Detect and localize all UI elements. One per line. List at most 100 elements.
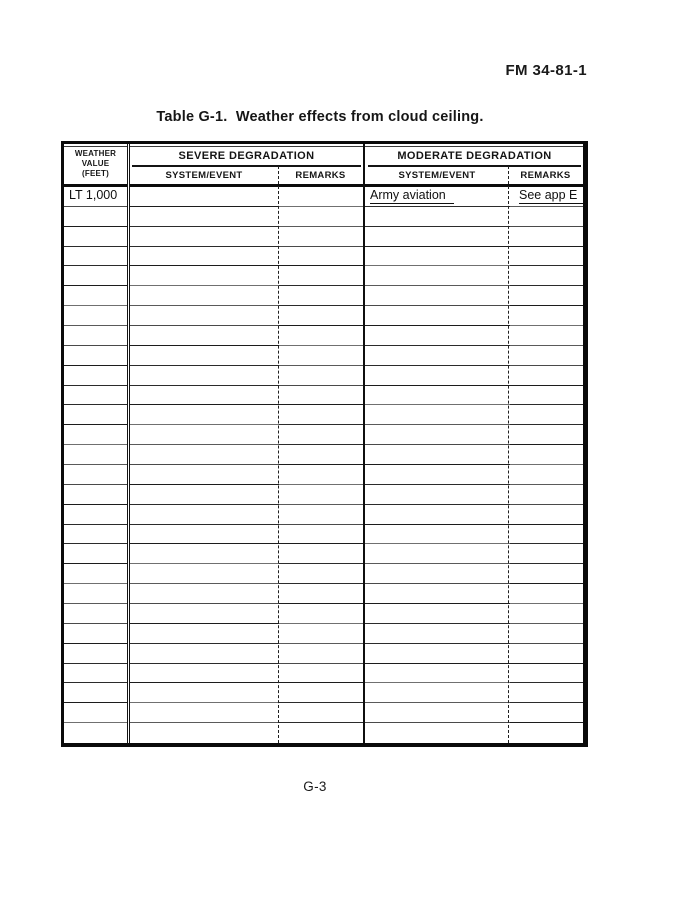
severe-system-event-cell bbox=[129, 584, 279, 605]
severe-remarks-cell bbox=[279, 266, 364, 287]
severe-remarks-cell bbox=[279, 465, 364, 485]
moderate-remarks-cell bbox=[510, 723, 583, 743]
severe-system-event-cell bbox=[129, 386, 279, 406]
severe-remarks-cell bbox=[279, 683, 364, 704]
moderate-remarks-cell bbox=[510, 386, 583, 406]
table-row bbox=[64, 644, 583, 664]
moderate-system-event-cell bbox=[364, 564, 510, 585]
severe-degradation-section-header: SEVERE DEGRADATION SYSTEM/EVENT REMARKS bbox=[130, 144, 363, 184]
severe-remarks-cell bbox=[279, 227, 364, 247]
severe-system-event-cell bbox=[129, 525, 279, 545]
moderate-system-event-cell bbox=[364, 465, 510, 485]
severe-remarks-cell bbox=[279, 247, 364, 267]
moderate-system-event-cell bbox=[364, 346, 510, 366]
weather-value-cell bbox=[64, 624, 129, 644]
table-row bbox=[64, 485, 583, 505]
severe-remarks-cell bbox=[279, 306, 364, 327]
moderate-system-event-header: SYSTEM/EVENT bbox=[398, 170, 476, 181]
weather-value-cell bbox=[64, 703, 129, 724]
severe-system-event-cell bbox=[129, 683, 279, 704]
severe-system-event-cell bbox=[129, 247, 279, 267]
moderate-system-event-cell-text: Army aviation bbox=[370, 188, 454, 204]
severe-remarks-dashed-divider bbox=[278, 166, 279, 743]
table-row bbox=[64, 326, 583, 346]
severe-system-event-cell bbox=[129, 624, 279, 644]
weather-value-cell bbox=[64, 505, 129, 525]
table-inner-top-line bbox=[64, 146, 583, 147]
severe-remarks-cell bbox=[279, 644, 364, 664]
table-row bbox=[64, 405, 583, 426]
severe-remarks-cell bbox=[279, 425, 364, 446]
severe-remarks-cell bbox=[279, 485, 364, 505]
table-title: Table G-1. Weather effects from cloud ce… bbox=[156, 109, 484, 125]
moderate-system-event-cell bbox=[364, 703, 510, 724]
moderate-system-event-cell bbox=[364, 505, 510, 525]
moderate-system-event-cell bbox=[364, 326, 510, 346]
moderate-system-event-cell bbox=[364, 683, 510, 704]
moderate-degradation-section-header: MODERATE DEGRADATION SYSTEM/EVENT REMARK… bbox=[366, 144, 583, 184]
weather-value-cell: LT 1,000 bbox=[64, 187, 129, 207]
severe-system-event-cell bbox=[129, 346, 279, 366]
moderate-remarks-cell bbox=[510, 644, 583, 664]
table-row bbox=[64, 346, 583, 366]
weather-value-cell bbox=[64, 584, 129, 605]
severe-remarks-cell bbox=[279, 366, 364, 386]
table-row bbox=[64, 703, 583, 724]
weather-value-cell bbox=[64, 465, 129, 485]
moderate-remarks-cell bbox=[510, 703, 583, 724]
moderate-system-event-cell bbox=[364, 584, 510, 605]
severe-system-event-cell bbox=[129, 544, 279, 565]
severe-degradation-label: SEVERE DEGRADATION bbox=[132, 144, 361, 167]
weather-value-cell bbox=[64, 266, 129, 287]
table-row bbox=[64, 564, 583, 585]
moderate-remarks-cell bbox=[510, 207, 583, 227]
moderate-remarks-cell bbox=[510, 286, 583, 307]
severe-remarks-cell bbox=[279, 326, 364, 346]
table-row bbox=[64, 604, 583, 624]
severe-remarks-cell bbox=[279, 207, 364, 227]
moderate-remarks-cell bbox=[510, 326, 583, 346]
moderate-remarks-cell bbox=[510, 266, 583, 287]
weather-value-header-line3: (FEET) bbox=[82, 169, 109, 178]
weather-value-cell bbox=[64, 346, 129, 366]
weather-effects-table: WEATHER VALUE (FEET) SEVERE DEGRADATION … bbox=[61, 141, 588, 747]
weather-value-cell bbox=[64, 604, 129, 624]
moderate-remarks-cell bbox=[510, 465, 583, 485]
table-row bbox=[64, 306, 583, 327]
severe-system-event-header: SYSTEM/EVENT bbox=[165, 170, 243, 181]
table-row bbox=[64, 465, 583, 485]
severe-system-event-cell bbox=[129, 604, 279, 624]
severe-remarks-cell bbox=[279, 505, 364, 525]
table-row bbox=[64, 505, 583, 525]
moderate-system-event-cell bbox=[364, 664, 510, 684]
table-row bbox=[64, 286, 583, 307]
severe-system-event-cell bbox=[129, 405, 279, 426]
severe-remarks-cell bbox=[279, 405, 364, 426]
severe-remarks-cell bbox=[279, 723, 364, 743]
severe-subheader-row: SYSTEM/EVENT REMARKS bbox=[130, 167, 363, 184]
weather-value-cell-text: LT 1,000 bbox=[69, 188, 118, 202]
moderate-remarks-cell bbox=[510, 544, 583, 565]
weather-value-cell bbox=[64, 664, 129, 684]
severe-system-event-cell bbox=[129, 306, 279, 327]
severe-remarks-cell bbox=[279, 664, 364, 684]
moderate-remarks-cell bbox=[510, 306, 583, 327]
moderate-system-event-cell bbox=[364, 286, 510, 307]
severe-remarks-cell bbox=[279, 703, 364, 724]
table-row bbox=[64, 544, 583, 565]
severe-remarks-cell bbox=[279, 445, 364, 466]
weather-value-cell bbox=[64, 544, 129, 565]
moderate-system-event-cell bbox=[364, 405, 510, 426]
moderate-remarks-cell bbox=[510, 624, 583, 644]
table-row bbox=[64, 425, 583, 446]
weather-value-cell bbox=[64, 525, 129, 545]
weather-value-cell bbox=[64, 405, 129, 426]
weather-value-header-line1: WEATHER bbox=[74, 149, 117, 158]
weather-value-cell bbox=[64, 286, 129, 307]
severe-system-event-cell bbox=[129, 465, 279, 485]
table-row bbox=[64, 664, 583, 684]
moderate-system-event-cell bbox=[364, 306, 510, 327]
moderate-remarks-cell bbox=[510, 425, 583, 446]
moderate-remarks-cell bbox=[510, 346, 583, 366]
moderate-remarks-cell bbox=[510, 683, 583, 704]
